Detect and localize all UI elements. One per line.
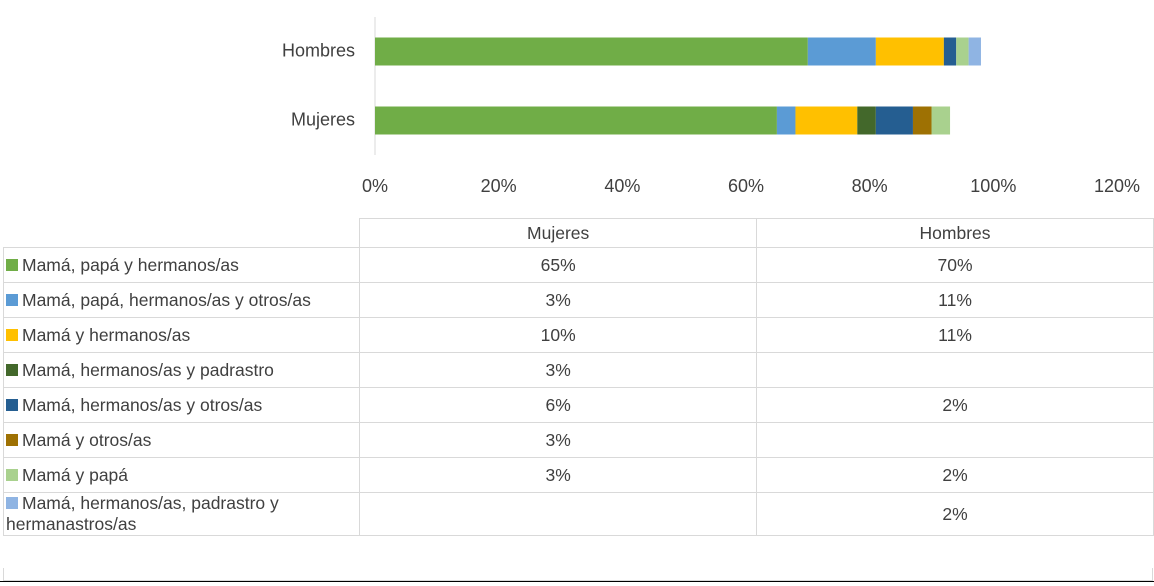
x-tick-label: 80% xyxy=(852,176,888,196)
legend-label: Mamá, hermanos/as y padrastro xyxy=(22,359,274,380)
table-value: 11% xyxy=(756,317,1154,353)
baseline xyxy=(0,581,1154,582)
bar-segment xyxy=(875,37,944,66)
table-value: 3% xyxy=(359,282,758,318)
table-value xyxy=(359,492,758,536)
legend-label: Mamá, papá y hermanos/as xyxy=(22,254,239,275)
legend-swatch xyxy=(6,258,18,271)
table-value: 6% xyxy=(359,387,758,423)
bar-segment xyxy=(875,106,913,135)
legend-swatch xyxy=(6,433,18,446)
table-header: Hombres xyxy=(756,218,1154,248)
bar-segment xyxy=(956,37,969,66)
legend-label: Mamá y papá xyxy=(22,464,129,485)
table-row: Mamá, papá y hermanos/as 65% 70% xyxy=(2,247,1154,283)
legend-label: Mamá, hermanos/as, padrastro y hermanast… xyxy=(6,493,279,534)
bar-segment xyxy=(795,106,858,135)
table-header-row: Mujeres Hombres xyxy=(3,218,1154,248)
table-corner xyxy=(3,218,361,248)
bar-segment xyxy=(931,106,951,135)
x-tick-label: 100% xyxy=(970,176,1016,196)
table-row: Mamá y hermanos/as 10% 11% xyxy=(2,317,1154,353)
legend-label: Mamá, hermanos/as y otros/as xyxy=(22,394,263,415)
table-value: 11% xyxy=(756,282,1154,318)
table-value: 2% xyxy=(756,387,1154,423)
legend-swatch xyxy=(6,468,18,481)
legend-swatch xyxy=(6,497,18,509)
x-tick-label: 40% xyxy=(604,176,640,196)
legend-cell: Mamá y hermanos/as xyxy=(2,317,361,353)
legend-label: Mamá y otros/as xyxy=(22,429,152,450)
table-value: 2% xyxy=(756,492,1154,536)
y-tick-label: Mujeres xyxy=(291,109,355,129)
table-value xyxy=(756,422,1154,458)
legend-cell: Mamá, hermanos/as y otros/as xyxy=(2,387,361,423)
legend-swatch xyxy=(6,363,18,376)
x-tick-label: 60% xyxy=(728,176,764,196)
legend-cell: Mamá y otros/as xyxy=(2,422,361,458)
bar-segment xyxy=(807,37,876,66)
bar-segment xyxy=(857,106,876,135)
x-tick-label: 20% xyxy=(481,176,517,196)
legend-cell: Mamá, papá y hermanos/as xyxy=(2,247,361,283)
table-row: Mamá, hermanos/as, padrastro y hermanast… xyxy=(2,492,1154,536)
legend-cell: Mamá y papá xyxy=(2,457,361,493)
table-value xyxy=(756,352,1154,388)
table-value: 65% xyxy=(359,247,758,283)
table-value: 2% xyxy=(756,457,1154,493)
bar-segment xyxy=(375,106,777,135)
legend-swatch xyxy=(6,398,18,411)
legend-swatch xyxy=(6,293,18,306)
table-footer xyxy=(3,568,1153,581)
table-value: 3% xyxy=(359,422,758,458)
table-value: 70% xyxy=(756,247,1154,283)
table-value: 3% xyxy=(359,352,758,388)
bar-segment xyxy=(943,37,957,66)
bar-segment xyxy=(776,106,796,135)
table-value: 10% xyxy=(359,317,758,353)
x-tick-label: 120% xyxy=(1094,176,1140,196)
plot: 0% 20% 40% 60% 80% 100% 120% Mujeres Hombres xyxy=(282,17,1140,196)
legend-swatch xyxy=(6,328,18,341)
table-header: Mujeres xyxy=(359,218,758,248)
legend-cell: Mamá, papá, hermanos/as y otros/as xyxy=(2,282,361,318)
table-row: Mamá, hermanos/as y padrastro 3% xyxy=(2,352,1154,388)
table-row: Mamá y otros/as 3% xyxy=(2,422,1154,458)
data-table: Mujeres Hombres Mamá, papá y hermanos/as 65… xyxy=(2,218,1154,536)
table-value: 3% xyxy=(359,457,758,493)
bar-segment xyxy=(912,106,932,135)
legend-cell: Mamá, hermanos/as y padrastro xyxy=(2,352,361,388)
table-row: Mamá, hermanos/as y otros/as 6% 2% xyxy=(2,387,1154,423)
legend-label: Mamá y hermanos/as xyxy=(22,324,191,345)
x-tick-label: 0% xyxy=(362,176,388,196)
table-row: Mamá, papá, hermanos/as y otros/as 3% 11% xyxy=(2,282,1154,318)
legend-cell: Mamá, hermanos/as, padrastro y hermanast… xyxy=(2,492,361,536)
table-row: Mamá y papá 3% 2% xyxy=(2,457,1154,493)
legend-label: Mamá, papá, hermanos/as y otros/as xyxy=(22,289,311,310)
y-tick-label: Hombres xyxy=(282,40,355,60)
bar-segment xyxy=(968,37,981,66)
bar-segment xyxy=(375,37,808,66)
